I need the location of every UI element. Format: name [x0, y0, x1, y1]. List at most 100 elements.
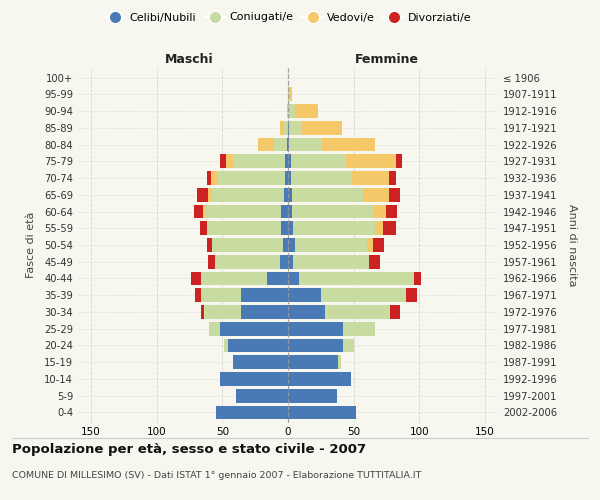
Bar — [389, 171, 395, 185]
Bar — [241, 288, 288, 302]
Bar — [197, 188, 208, 202]
Bar — [217, 171, 286, 185]
Bar — [267, 272, 288, 285]
Bar — [302, 121, 342, 134]
Bar — [202, 305, 204, 319]
Bar — [203, 204, 205, 218]
Text: Femmine: Femmine — [355, 53, 418, 66]
Bar — [288, 406, 356, 419]
Bar — [288, 338, 343, 352]
Bar — [280, 121, 284, 134]
Bar — [288, 356, 338, 369]
Bar — [292, 188, 363, 202]
Bar — [295, 104, 318, 118]
Bar — [338, 356, 341, 369]
Bar — [290, 154, 346, 168]
Bar — [212, 238, 283, 252]
Bar — [204, 305, 241, 319]
Bar — [293, 255, 370, 268]
Bar — [287, 104, 288, 118]
Legend: Celibi/Nubili, Coniugati/e, Vedovi/e, Divorziati/e: Celibi/Nubili, Coniugati/e, Vedovi/e, Di… — [100, 8, 476, 27]
Text: Maschi: Maschi — [165, 53, 214, 66]
Bar — [209, 322, 220, 336]
Bar — [208, 188, 212, 202]
Bar — [205, 204, 281, 218]
Bar — [295, 238, 367, 252]
Bar — [288, 372, 351, 386]
Bar — [226, 154, 233, 168]
Bar — [274, 138, 287, 151]
Bar — [346, 154, 395, 168]
Bar — [288, 104, 295, 118]
Bar — [386, 204, 397, 218]
Bar — [241, 305, 288, 319]
Bar — [343, 338, 353, 352]
Bar — [191, 272, 202, 285]
Bar — [202, 288, 241, 302]
Bar — [321, 288, 406, 302]
Bar — [206, 238, 212, 252]
Bar — [193, 204, 203, 218]
Bar — [292, 204, 373, 218]
Bar — [373, 204, 386, 218]
Bar — [289, 138, 322, 151]
Text: Popolazione per età, sesso e stato civile - 2007: Popolazione per età, sesso e stato civil… — [12, 442, 366, 456]
Bar — [227, 338, 288, 352]
Bar — [288, 154, 290, 168]
Bar — [212, 188, 284, 202]
Bar — [374, 222, 383, 235]
Bar — [220, 154, 226, 168]
Bar — [202, 272, 267, 285]
Bar — [288, 121, 289, 134]
Bar — [288, 389, 337, 402]
Bar — [288, 138, 289, 151]
Bar — [200, 222, 206, 235]
Bar — [288, 222, 293, 235]
Y-axis label: Fasce di età: Fasce di età — [26, 212, 35, 278]
Bar — [281, 204, 288, 218]
Bar — [281, 222, 288, 235]
Bar — [288, 238, 295, 252]
Bar — [284, 121, 288, 134]
Bar — [322, 138, 374, 151]
Bar — [216, 406, 288, 419]
Bar — [395, 154, 402, 168]
Bar — [293, 222, 374, 235]
Bar — [406, 288, 416, 302]
Bar — [206, 171, 211, 185]
Bar — [383, 222, 395, 235]
Bar — [233, 154, 286, 168]
Bar — [286, 154, 288, 168]
Bar — [288, 188, 292, 202]
Bar — [352, 171, 389, 185]
Bar — [235, 389, 288, 402]
Bar — [363, 188, 389, 202]
Bar — [280, 255, 288, 268]
Bar — [288, 171, 290, 185]
Bar — [288, 288, 321, 302]
Bar — [233, 356, 288, 369]
Bar — [289, 88, 292, 101]
Bar — [208, 255, 215, 268]
Bar — [290, 171, 352, 185]
Bar — [283, 238, 288, 252]
Bar — [414, 272, 421, 285]
Y-axis label: Anni di nascita: Anni di nascita — [567, 204, 577, 286]
Bar — [373, 238, 384, 252]
Bar — [367, 238, 373, 252]
Bar — [206, 222, 281, 235]
Bar — [284, 188, 288, 202]
Bar — [220, 372, 288, 386]
Bar — [288, 305, 325, 319]
Bar — [211, 171, 217, 185]
Bar — [325, 305, 391, 319]
Bar — [391, 305, 400, 319]
Bar — [286, 171, 288, 185]
Bar — [288, 272, 299, 285]
Bar — [195, 288, 202, 302]
Bar — [288, 255, 293, 268]
Bar — [289, 121, 302, 134]
Bar — [370, 255, 380, 268]
Text: COMUNE DI MILLESIMO (SV) - Dati ISTAT 1° gennaio 2007 - Elaborazione TUTTITALIA.: COMUNE DI MILLESIMO (SV) - Dati ISTAT 1°… — [12, 470, 421, 480]
Bar — [288, 88, 289, 101]
